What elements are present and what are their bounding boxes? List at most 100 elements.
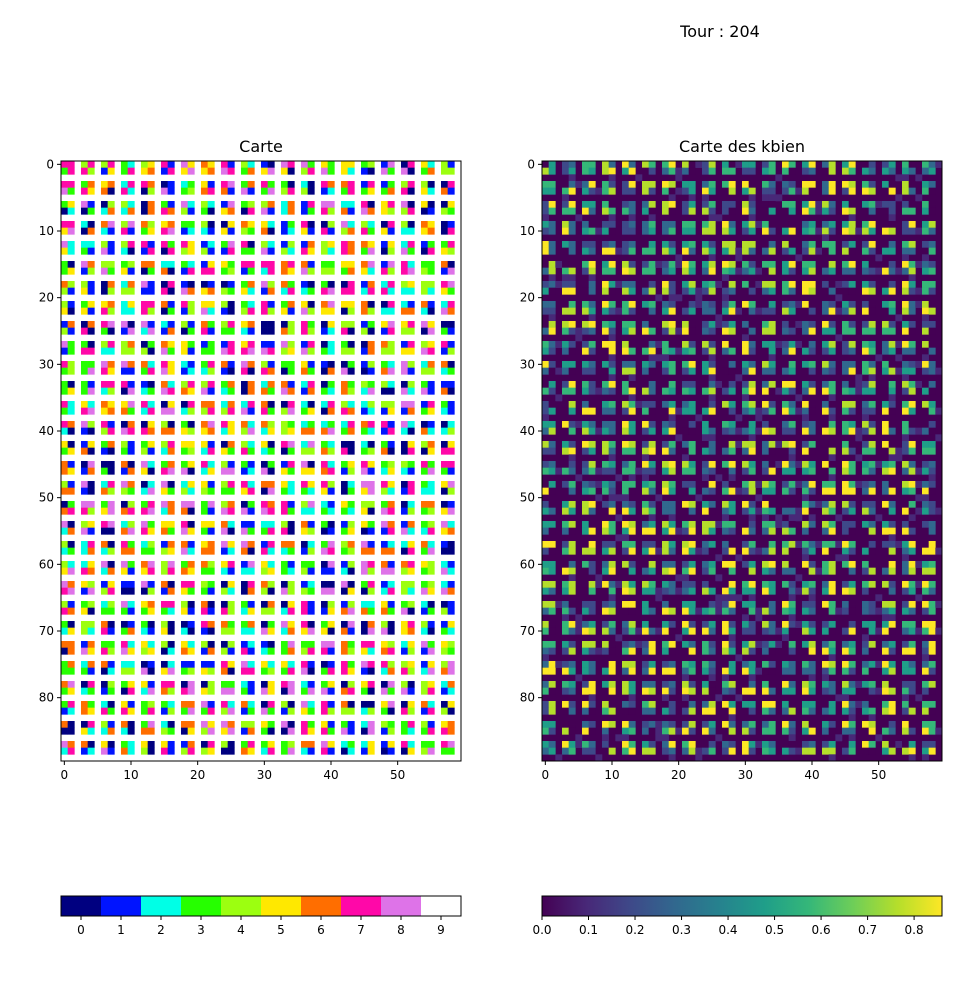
heatmap-cell — [241, 228, 248, 235]
heatmap-cell — [381, 368, 388, 375]
heatmap-cell — [208, 261, 215, 268]
heatmap-cell — [889, 394, 896, 401]
heatmap-cell — [802, 521, 809, 528]
heatmap-cell — [228, 441, 235, 448]
heatmap-cell — [575, 181, 582, 188]
heatmap-cell — [208, 608, 215, 615]
heatmap-cell — [441, 701, 448, 708]
heatmap-cell — [388, 248, 395, 255]
heatmap-cell — [802, 208, 809, 215]
heatmap-cell — [802, 608, 809, 615]
heatmap-cell — [448, 588, 455, 595]
heatmap-cell — [328, 621, 335, 628]
heatmap-cell — [829, 508, 836, 515]
heatmap-cell — [208, 588, 215, 595]
heatmap-cell — [188, 281, 195, 288]
heatmap-cell — [709, 481, 716, 488]
heatmap-cell — [421, 428, 428, 435]
heatmap-cell — [448, 201, 455, 208]
heatmap-cell — [348, 221, 355, 228]
heatmap-cell — [629, 448, 636, 455]
heatmap-cell — [101, 308, 108, 315]
heatmap-cell — [348, 361, 355, 368]
heatmap-cell — [822, 568, 829, 575]
heatmap-cell — [288, 428, 295, 435]
heatmap-cell — [909, 201, 916, 208]
heatmap-cell — [121, 508, 128, 515]
heatmap-cell — [61, 188, 68, 195]
heatmap-cell — [161, 228, 168, 235]
heatmap-cell — [815, 568, 822, 575]
heatmap-cell — [902, 381, 909, 388]
heatmap-cell — [348, 288, 355, 295]
heatmap-cell — [889, 228, 896, 235]
heatmap-cell — [228, 161, 235, 168]
heatmap-cell — [662, 641, 669, 648]
heatmap-cell — [822, 381, 829, 388]
heatmap-cell — [715, 608, 722, 615]
heatmap-cell — [188, 441, 195, 448]
heatmap-cell — [842, 248, 849, 255]
heatmap-cell — [161, 361, 168, 368]
heatmap-cell — [602, 548, 609, 555]
heatmap-cell — [722, 588, 729, 595]
heatmap-cell — [81, 661, 88, 668]
heatmap-cell — [421, 501, 428, 508]
heatmap-cell — [789, 648, 796, 655]
heatmap-cell — [769, 688, 776, 695]
heatmap-cell — [261, 261, 268, 268]
heatmap-cell — [181, 261, 188, 268]
heatmap-cell — [762, 361, 769, 368]
heatmap-cell — [622, 481, 629, 488]
heatmap-cell — [81, 308, 88, 315]
heatmap-cell — [882, 261, 889, 268]
heatmap-cell — [715, 554, 722, 561]
heatmap-cell — [589, 581, 596, 588]
heatmap-cell — [789, 528, 796, 535]
heatmap-cell — [862, 308, 869, 315]
panel-title-carte: Carte — [239, 137, 283, 156]
heatmap-cell — [582, 208, 589, 215]
heatmap-cell — [902, 621, 909, 628]
heatmap-cell — [802, 168, 809, 175]
heatmap-cell — [61, 481, 68, 488]
heatmap-cell — [709, 188, 716, 195]
heatmap-cell — [448, 341, 455, 348]
heatmap-cell — [789, 361, 796, 368]
heatmap-cell — [301, 661, 308, 668]
heatmap-cell — [729, 368, 736, 375]
heatmap-cell — [121, 501, 128, 508]
heatmap-cell — [622, 708, 629, 715]
heatmap-cell — [61, 388, 68, 395]
heatmap-cell — [829, 561, 836, 568]
heatmap-cell — [248, 641, 255, 648]
heatmap-cell — [328, 428, 335, 435]
heatmap-cell — [388, 261, 395, 268]
heatmap-cell — [582, 468, 589, 475]
heatmap-cell — [228, 181, 235, 188]
heatmap-cell — [248, 461, 255, 468]
heatmap-cell — [589, 161, 596, 168]
heatmap-cell — [689, 161, 696, 168]
heatmap-cell — [555, 394, 562, 401]
heatmap-cell — [261, 708, 268, 715]
heatmap-cell — [88, 328, 95, 335]
heatmap-cell — [228, 308, 235, 315]
heatmap-cell — [789, 281, 796, 288]
heatmap-cell — [642, 221, 649, 228]
heatmap-cell — [902, 341, 909, 348]
heatmap-cell — [308, 201, 315, 208]
heatmap-cell — [88, 648, 95, 655]
heatmap-cell — [809, 681, 816, 688]
heatmap-cell — [569, 221, 576, 228]
heatmap-cell — [929, 388, 936, 395]
heatmap-cell — [161, 541, 168, 548]
heatmap-cell — [321, 188, 328, 195]
heatmap-cell — [341, 428, 348, 435]
heatmap-cell — [749, 261, 756, 268]
heatmap-cell — [361, 441, 368, 448]
heatmap-cell — [88, 468, 95, 475]
heatmap-cell — [609, 268, 616, 275]
heatmap-cell — [428, 648, 435, 655]
heatmap-cell — [268, 548, 275, 555]
